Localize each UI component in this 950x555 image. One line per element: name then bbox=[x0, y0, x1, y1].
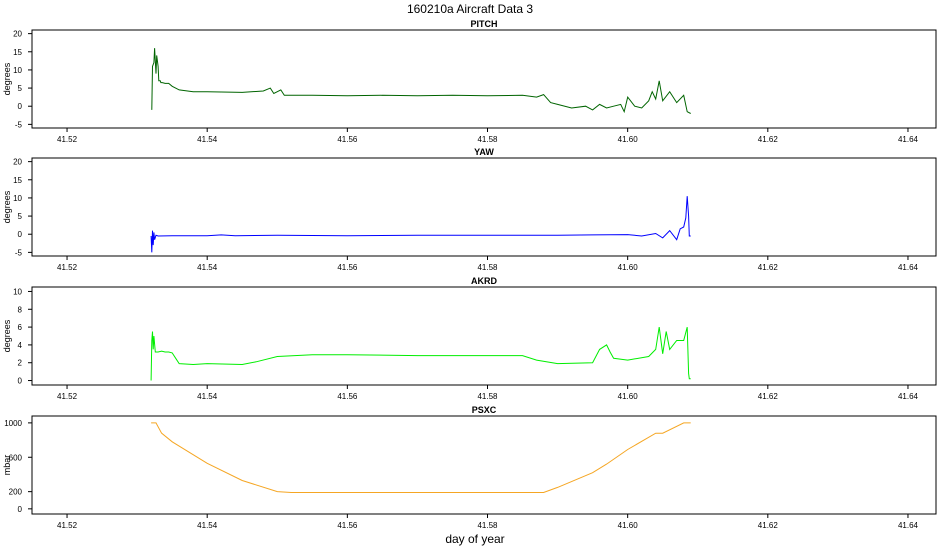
y-axis-label-1: degrees bbox=[2, 62, 12, 95]
y-axis-label-3: degrees bbox=[2, 319, 12, 352]
x-axis-label: day of year bbox=[445, 532, 504, 546]
y-tick-label: 200 bbox=[9, 488, 23, 497]
x-tick-label: 41.64 bbox=[898, 263, 919, 272]
plot-frame-4 bbox=[31, 415, 937, 515]
series-line-pitch bbox=[151, 48, 691, 114]
y-tick-label: 0 bbox=[18, 377, 23, 386]
x-tick-label: 41.54 bbox=[197, 392, 218, 401]
panel-title-4: PSXC bbox=[472, 405, 497, 415]
x-tick-label: 41.56 bbox=[337, 392, 358, 401]
series-line-yaw bbox=[150, 196, 691, 253]
x-tick-label: 41.58 bbox=[477, 135, 498, 144]
y-tick-label: 15 bbox=[13, 176, 22, 185]
x-tick-label: 41.58 bbox=[477, 263, 498, 272]
x-tick-label: 41.64 bbox=[898, 135, 919, 144]
x-tick-label: 41.56 bbox=[337, 263, 358, 272]
x-tick-label: 41.58 bbox=[477, 392, 498, 401]
x-tick-label: 41.52 bbox=[57, 392, 78, 401]
y-tick-label: 0 bbox=[18, 230, 23, 239]
plot-frame-3 bbox=[31, 286, 937, 386]
x-tick-label: 41.52 bbox=[57, 263, 78, 272]
y-tick-label: 1000 bbox=[4, 419, 22, 428]
y-tick-label: 6 bbox=[18, 323, 23, 332]
y-tick-label: 15 bbox=[13, 48, 22, 57]
plot-frame-2 bbox=[31, 157, 937, 257]
y-tick-label: 5 bbox=[18, 212, 23, 221]
y-tick-label: 600 bbox=[9, 453, 23, 462]
panel-title-3: AKRD bbox=[471, 276, 497, 286]
x-tick-label: 41.56 bbox=[337, 521, 358, 530]
x-tick-label: 41.58 bbox=[477, 521, 498, 530]
y-tick-label: 10 bbox=[13, 287, 22, 296]
x-tick-label: 41.52 bbox=[57, 135, 78, 144]
x-tick-label: 41.62 bbox=[758, 263, 779, 272]
x-tick-label: 41.62 bbox=[758, 521, 779, 530]
x-tick-label: 41.52 bbox=[57, 521, 78, 530]
y-axis-label-4: mbar bbox=[2, 455, 12, 476]
plot-frame-1 bbox=[31, 29, 937, 129]
y-tick-label: 20 bbox=[13, 158, 22, 167]
x-tick-label: 41.54 bbox=[197, 521, 218, 530]
panel-title-2: YAW bbox=[474, 147, 494, 157]
panel-title-1: PITCH bbox=[471, 19, 498, 29]
y-tick-label: -5 bbox=[15, 248, 23, 257]
chart-title: 160210a Aircraft Data 3 bbox=[407, 2, 533, 16]
y-tick-label: 20 bbox=[13, 30, 22, 39]
x-tick-label: 41.54 bbox=[197, 263, 218, 272]
x-tick-label: 41.60 bbox=[618, 263, 639, 272]
y-tick-label: 8 bbox=[18, 305, 23, 314]
y-tick-label: 0 bbox=[18, 102, 23, 111]
x-tick-label: 41.60 bbox=[618, 135, 639, 144]
x-tick-label: 41.62 bbox=[758, 392, 779, 401]
x-tick-label: 41.64 bbox=[898, 521, 919, 530]
x-tick-label: 41.60 bbox=[618, 392, 639, 401]
series-line-akrd bbox=[150, 326, 691, 381]
x-tick-label: 41.64 bbox=[898, 392, 919, 401]
x-tick-label: 41.62 bbox=[758, 135, 779, 144]
x-tick-label: 41.56 bbox=[337, 135, 358, 144]
y-tick-label: 10 bbox=[13, 66, 22, 75]
y-tick-label: 5 bbox=[18, 84, 23, 93]
y-tick-label: 10 bbox=[13, 194, 22, 203]
y-tick-label: 0 bbox=[18, 505, 23, 514]
series-line-psxc bbox=[151, 422, 691, 493]
y-tick-label: -5 bbox=[15, 120, 23, 129]
x-tick-label: 41.60 bbox=[618, 521, 639, 530]
y-tick-label: 2 bbox=[18, 359, 23, 368]
y-axis-label-2: degrees bbox=[2, 190, 12, 223]
x-tick-label: 41.54 bbox=[197, 135, 218, 144]
y-tick-label: 4 bbox=[18, 341, 23, 350]
